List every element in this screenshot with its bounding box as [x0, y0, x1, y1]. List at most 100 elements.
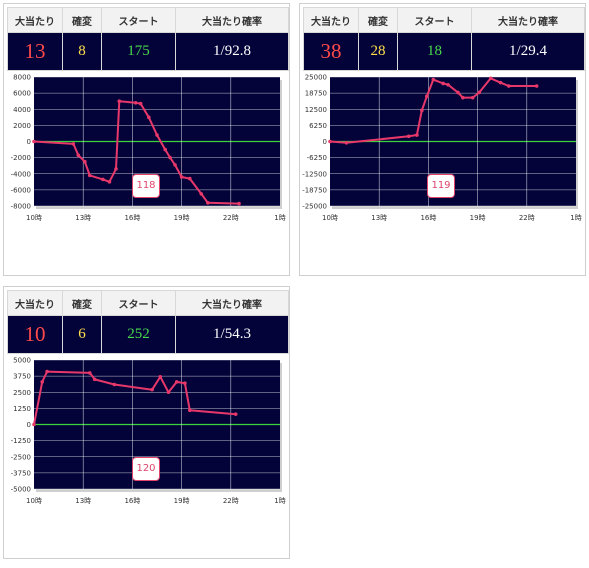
- x-tick-label: 22時: [519, 214, 535, 222]
- data-point: [107, 180, 112, 184]
- machine-number-link[interactable]: 119: [427, 174, 455, 198]
- y-tick-label: 6250: [309, 122, 327, 130]
- y-tick-label: 4000: [13, 106, 31, 114]
- y-tick-label: 1250: [13, 405, 31, 413]
- data-point: [150, 387, 154, 392]
- header-big-hit: 大当たり: [7, 7, 63, 33]
- y-tick-label: 5000: [13, 357, 31, 365]
- y-tick-label: 18750: [305, 90, 327, 98]
- y-tick-label: -1250: [11, 437, 31, 445]
- data-point: [424, 94, 429, 99]
- data-point: [456, 90, 460, 95]
- big-hit-count: 38: [303, 32, 359, 71]
- data-point: [114, 167, 118, 171]
- header-probability: 大当たり確率: [175, 290, 289, 316]
- kakuhen-count: 6: [62, 315, 102, 354]
- data-point: [32, 422, 36, 427]
- y-tick-label: -12500: [302, 170, 327, 178]
- y-tick-label: -4000: [11, 170, 31, 178]
- x-tick-label: 19時: [470, 214, 486, 222]
- data-point: [166, 390, 171, 395]
- data-point: [420, 108, 424, 113]
- payout-line-chart: 25000 18750 12500 6250 0 -6250 -12500 -18750 -25…: [302, 74, 582, 223]
- data-point: [147, 115, 151, 120]
- machine-number-link[interactable]: 120: [132, 457, 160, 481]
- data-point: [138, 101, 143, 106]
- y-tick-label: -2500: [11, 453, 31, 461]
- data-point: [163, 147, 167, 152]
- y-tick-label: -25000: [302, 203, 327, 211]
- header-big-hit: 大当たり: [303, 7, 359, 33]
- y-tick-label: -6250: [307, 154, 327, 162]
- x-tick-label: 16時: [420, 214, 436, 222]
- machine-card-119: 大当たり 確変 スタート 大当たり確率 38 28 18 1/29.4 2500…: [299, 3, 586, 276]
- y-tick-label: 25000: [305, 74, 327, 82]
- x-tick-label: 22時: [223, 214, 239, 222]
- y-tick-label: 0: [323, 138, 327, 146]
- header-start: スタート: [101, 290, 176, 316]
- payout-line-chart: 8000 6000 4000 2000 0 -2000 -4000 -6000 -8000 10時…: [11, 74, 286, 223]
- data-point: [158, 374, 163, 379]
- stats-table: 大当たり 確変 スタート 大当たり確率 38 28 18 1/29.4: [303, 7, 585, 71]
- header-kakuhen: 確変: [358, 7, 398, 33]
- data-point: [71, 142, 76, 146]
- stats-table: 大当たり 確変 スタート 大当たり確率 13 8 175 1/92.8: [7, 7, 289, 71]
- x-tick-label: 10時: [26, 497, 42, 505]
- x-tick-label: 13時: [371, 214, 387, 222]
- x-tick-label: 1時: [274, 497, 285, 505]
- data-point: [237, 201, 241, 206]
- data-point: [233, 412, 238, 416]
- data-point: [173, 163, 177, 167]
- header-kakuhen: 確変: [62, 7, 102, 33]
- header-start: スタート: [397, 7, 472, 33]
- data-point: [498, 80, 503, 85]
- data-point: [328, 139, 332, 144]
- data-point: [461, 95, 465, 100]
- header-big-hit: 大当たり: [7, 290, 63, 316]
- x-tick-label: 19時: [174, 497, 190, 505]
- x-tick-label: 1時: [570, 214, 581, 222]
- data-point: [506, 84, 511, 88]
- x-tick-label: 22時: [223, 497, 239, 505]
- data-point: [179, 175, 184, 179]
- data-point: [87, 173, 92, 178]
- data-point: [83, 159, 87, 164]
- data-point: [32, 139, 36, 144]
- x-tick-label: 1時: [274, 214, 285, 222]
- data-point: [470, 95, 475, 100]
- x-tick-label: 13時: [75, 497, 91, 505]
- y-tick-label: 3750: [13, 373, 31, 381]
- data-point: [40, 380, 44, 384]
- x-tick-label: 10時: [26, 214, 42, 222]
- kakuhen-count: 28: [358, 32, 398, 71]
- start-count: 175: [101, 32, 176, 71]
- data-point: [406, 134, 411, 139]
- big-hit-count: 10: [7, 315, 63, 354]
- data-point: [112, 382, 117, 387]
- data-point: [477, 90, 482, 95]
- y-tick-label: 6000: [13, 90, 31, 98]
- y-tick-label: -3750: [11, 469, 31, 477]
- data-point: [45, 369, 49, 374]
- machine-number-link[interactable]: 118: [132, 174, 160, 198]
- data-point: [183, 381, 187, 386]
- data-point: [206, 200, 210, 205]
- y-tick-label: 2000: [13, 122, 31, 130]
- machine-card-118: 大当たり 確変 スタート 大当たり確率 13 8 175 1/92.8 8000…: [3, 3, 290, 276]
- data-point: [199, 192, 204, 196]
- y-tick-label: 2500: [13, 389, 31, 397]
- big-hit-probability: 1/29.4: [471, 32, 585, 71]
- start-count: 18: [397, 32, 472, 71]
- x-tick-label: 19時: [174, 214, 190, 222]
- x-tick-label: 16時: [124, 214, 140, 222]
- data-point: [534, 84, 539, 88]
- data-point: [441, 81, 445, 86]
- y-tick-label: -18750: [302, 186, 327, 194]
- data-point: [174, 380, 179, 384]
- data-point: [133, 101, 138, 105]
- x-tick-label: 13時: [75, 214, 91, 222]
- data-point: [415, 133, 419, 137]
- data-point: [488, 76, 493, 81]
- data-point: [431, 77, 436, 82]
- data-point: [155, 133, 159, 137]
